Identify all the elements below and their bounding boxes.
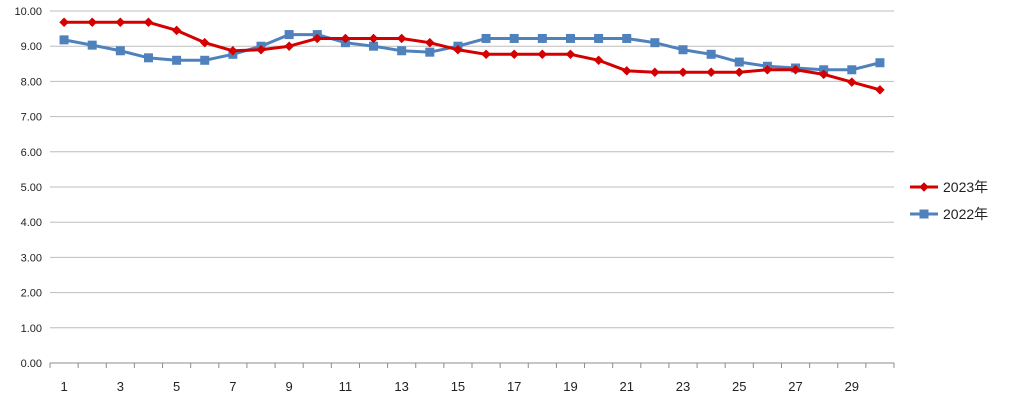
x-tick-label: 27 bbox=[788, 379, 802, 394]
data-point bbox=[622, 33, 632, 43]
gridlines bbox=[50, 10, 894, 364]
x-tick-label: 15 bbox=[451, 379, 465, 394]
data-point bbox=[256, 44, 266, 55]
x-tick-label: 21 bbox=[619, 379, 633, 394]
data-point bbox=[425, 47, 435, 57]
data-point bbox=[453, 44, 463, 55]
data-point bbox=[762, 64, 773, 75]
data-point bbox=[650, 67, 660, 78]
data-point bbox=[171, 25, 182, 36]
x-tick-label: 25 bbox=[732, 379, 746, 394]
legend-item: 2023年 bbox=[910, 179, 988, 195]
data-point bbox=[734, 67, 745, 78]
data-point bbox=[115, 17, 126, 28]
data-point bbox=[875, 58, 885, 68]
x-tick-label: 7 bbox=[229, 379, 236, 394]
series-2023年 bbox=[59, 17, 885, 95]
data-point bbox=[537, 49, 548, 60]
data-point bbox=[875, 84, 885, 95]
y-tick-label: 2.00 bbox=[21, 288, 42, 300]
data-point bbox=[650, 38, 660, 48]
y-tick-label: 1.00 bbox=[21, 323, 42, 335]
data-point bbox=[115, 46, 125, 56]
data-point bbox=[59, 17, 69, 28]
data-point bbox=[200, 55, 210, 65]
x-tick-label: 17 bbox=[507, 379, 521, 394]
data-point bbox=[706, 67, 716, 78]
data-point bbox=[621, 65, 632, 76]
data-point bbox=[143, 17, 154, 28]
data-point bbox=[678, 45, 688, 55]
data-point bbox=[481, 49, 491, 60]
y-tick-label: 9.00 bbox=[21, 41, 42, 53]
data-point bbox=[847, 65, 857, 75]
series-line bbox=[62, 33, 882, 72]
data-point bbox=[678, 67, 688, 78]
data-point bbox=[593, 55, 604, 66]
x-tick-label: 9 bbox=[286, 379, 293, 394]
data-point bbox=[481, 33, 491, 43]
data-point bbox=[228, 45, 238, 56]
y-tick-label: 3.00 bbox=[21, 252, 42, 264]
data-point bbox=[565, 49, 576, 60]
x-tick-label: 1 bbox=[60, 379, 67, 394]
series-line bbox=[62, 20, 882, 92]
data-point bbox=[509, 49, 520, 60]
data-point bbox=[284, 41, 294, 52]
data-point bbox=[397, 46, 407, 56]
data-point bbox=[312, 33, 323, 44]
data-point bbox=[199, 37, 210, 48]
data-point bbox=[919, 182, 929, 192]
legend-item: 2022年 bbox=[910, 206, 988, 222]
data-point bbox=[340, 33, 351, 44]
data-point bbox=[734, 57, 744, 67]
x-tick-label: 29 bbox=[845, 379, 859, 394]
y-tick-label: 7.00 bbox=[21, 112, 42, 124]
data-point bbox=[369, 41, 379, 51]
data-point bbox=[396, 33, 407, 44]
y-tick-label: 5.00 bbox=[21, 182, 42, 194]
data-point bbox=[919, 209, 929, 219]
legend: 2023年 2022年 bbox=[910, 179, 988, 222]
data-point bbox=[565, 33, 575, 43]
series-layer bbox=[59, 17, 885, 95]
x-tick-label: 11 bbox=[339, 379, 353, 394]
x-axis-ticks: 1 3 5 7 9 11 13 15 17 19 21 23 25 27 29 bbox=[49, 363, 895, 394]
data-point bbox=[509, 33, 519, 43]
data-point bbox=[172, 55, 182, 65]
data-point bbox=[87, 40, 97, 50]
y-tick-label: 8.00 bbox=[21, 76, 42, 88]
x-tick-label: 13 bbox=[394, 379, 408, 394]
legend-label: 2023年 bbox=[943, 179, 988, 195]
x-tick-label: 3 bbox=[117, 379, 124, 394]
data-point bbox=[846, 77, 857, 87]
data-point bbox=[424, 37, 435, 48]
data-point bbox=[284, 30, 294, 40]
x-tick-label: 23 bbox=[676, 379, 690, 394]
data-point bbox=[818, 69, 829, 80]
data-point bbox=[368, 33, 379, 44]
data-point bbox=[143, 53, 153, 63]
x-tick-label: 19 bbox=[563, 379, 577, 394]
y-axis-ticks: 0.00 1.00 2.00 3.00 4.00 5.00 6.00 7.00 8.00 9.00… bbox=[14, 6, 42, 370]
y-tick-label: 6.00 bbox=[21, 147, 42, 159]
legend-label: 2022年 bbox=[943, 206, 988, 222]
x-tick-label: 5 bbox=[173, 379, 180, 394]
y-tick-label: 4.00 bbox=[21, 217, 42, 229]
data-point bbox=[537, 33, 547, 43]
data-point bbox=[87, 17, 98, 28]
data-point bbox=[59, 35, 69, 45]
y-tick-label: 0.00 bbox=[21, 358, 42, 370]
y-tick-label: 10.00 bbox=[14, 6, 42, 18]
data-point bbox=[594, 33, 604, 43]
data-point bbox=[790, 64, 801, 75]
data-point bbox=[706, 49, 716, 59]
